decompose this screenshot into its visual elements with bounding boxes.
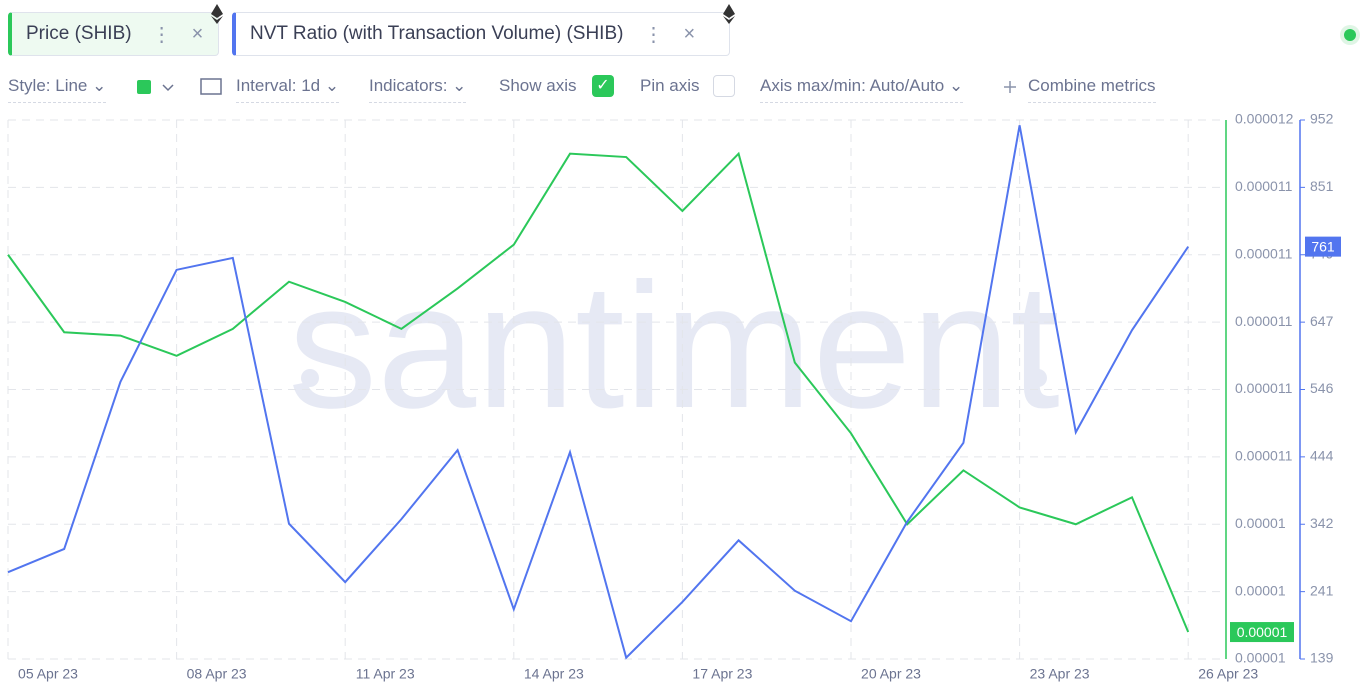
tab-price[interactable]: Price (SHIB) ⋮ × bbox=[8, 12, 219, 56]
y2-tick-label: 444 bbox=[1310, 448, 1334, 464]
plus-icon bbox=[1004, 81, 1016, 93]
color-swatch[interactable] bbox=[137, 80, 151, 94]
label: Axis max/min: Auto/Auto bbox=[760, 76, 945, 95]
style-control[interactable]: Style: Line ⌄ bbox=[8, 76, 107, 103]
interval-control[interactable]: Interval: 1d ⌄ bbox=[236, 76, 340, 103]
watermark: santiment bbox=[288, 246, 1060, 445]
last-value-badge bbox=[1305, 236, 1341, 257]
series-line bbox=[7, 151, 1190, 633]
indicators-control[interactable]: Indicators: ⌄ bbox=[369, 76, 467, 103]
y2-tick-label: 546 bbox=[1310, 380, 1334, 396]
chevron bbox=[162, 84, 174, 92]
y-tick-label: 0.00001 bbox=[1235, 582, 1286, 598]
x-tick-label: 14 Apr 23 bbox=[524, 666, 584, 682]
watermark-dot bbox=[301, 369, 319, 387]
y2-tick-label: 647 bbox=[1310, 313, 1334, 329]
y2-tick-label: 851 bbox=[1310, 178, 1334, 194]
tab-label: NVT Ratio (with Transaction Volume) (SHI… bbox=[250, 23, 624, 44]
y-tick-label: 0.000011 bbox=[1235, 245, 1293, 261]
x-tick-label: 20 Apr 23 bbox=[861, 666, 921, 682]
close-icon[interactable]: × bbox=[683, 22, 696, 45]
x-tick-label: 05 Apr 23 bbox=[18, 666, 78, 682]
y-tick-label: 0.000011 bbox=[1235, 380, 1293, 396]
y2-tick-label: 139 bbox=[1310, 650, 1334, 666]
y-tick-label: 0.00001 bbox=[1235, 515, 1286, 531]
tab-label: Price (SHIB) bbox=[26, 23, 132, 44]
x-tick-label: 26 Apr 23 bbox=[1198, 666, 1258, 682]
y-tick-label: 0.000011 bbox=[1235, 178, 1293, 194]
last-value-badge bbox=[1230, 622, 1294, 643]
show-axis-checkbox[interactable]: ✓ bbox=[592, 75, 614, 97]
x-tick-label: 08 Apr 23 bbox=[187, 666, 247, 682]
pin-axis-label[interactable]: Pin axis bbox=[640, 76, 700, 95]
y2-tick-label: 342 bbox=[1310, 515, 1334, 531]
label: Style: Line bbox=[8, 76, 88, 95]
y-tick-label: 0.00001 bbox=[1235, 650, 1286, 666]
show-axis-label[interactable]: Show axis bbox=[499, 76, 577, 95]
x-tick-label: 11 Apr 23 bbox=[356, 666, 415, 682]
close-icon[interactable]: × bbox=[191, 22, 204, 45]
y2-tick-label: 241 bbox=[1310, 582, 1334, 598]
x-tick-label: 17 Apr 23 bbox=[692, 666, 752, 682]
combine-metrics[interactable]: Combine metrics bbox=[1028, 76, 1156, 103]
status-dot bbox=[1344, 29, 1356, 41]
interval-icon bbox=[200, 78, 222, 95]
eth-icon bbox=[211, 4, 223, 24]
pin-axis-checkbox[interactable] bbox=[713, 75, 735, 97]
axis-minmax-control[interactable]: Axis max/min: Auto/Auto ⌄ bbox=[760, 76, 964, 103]
menu-icon[interactable]: ⋮ bbox=[151, 23, 172, 46]
x-tick-label: 23 Apr 23 bbox=[1030, 666, 1090, 682]
label: Indicators: bbox=[369, 76, 448, 95]
y-tick-label: 0.000012 bbox=[1235, 111, 1294, 127]
last-value-label: 761 bbox=[1311, 238, 1335, 254]
y2-tick-label: 952 bbox=[1310, 111, 1334, 127]
series-line bbox=[7, 125, 1190, 660]
last-value-label: 0.00001 bbox=[1237, 624, 1288, 640]
label: Interval: 1d bbox=[236, 76, 321, 95]
eth-icon bbox=[723, 4, 735, 24]
tab-nvt[interactable]: NVT Ratio (with Transaction Volume) (SHI… bbox=[232, 12, 730, 56]
y-tick-label: 0.000011 bbox=[1235, 448, 1293, 464]
menu-icon[interactable]: ⋮ bbox=[643, 23, 664, 46]
watermark-dot bbox=[1029, 369, 1047, 387]
y-tick-label: 0.000011 bbox=[1235, 313, 1293, 329]
